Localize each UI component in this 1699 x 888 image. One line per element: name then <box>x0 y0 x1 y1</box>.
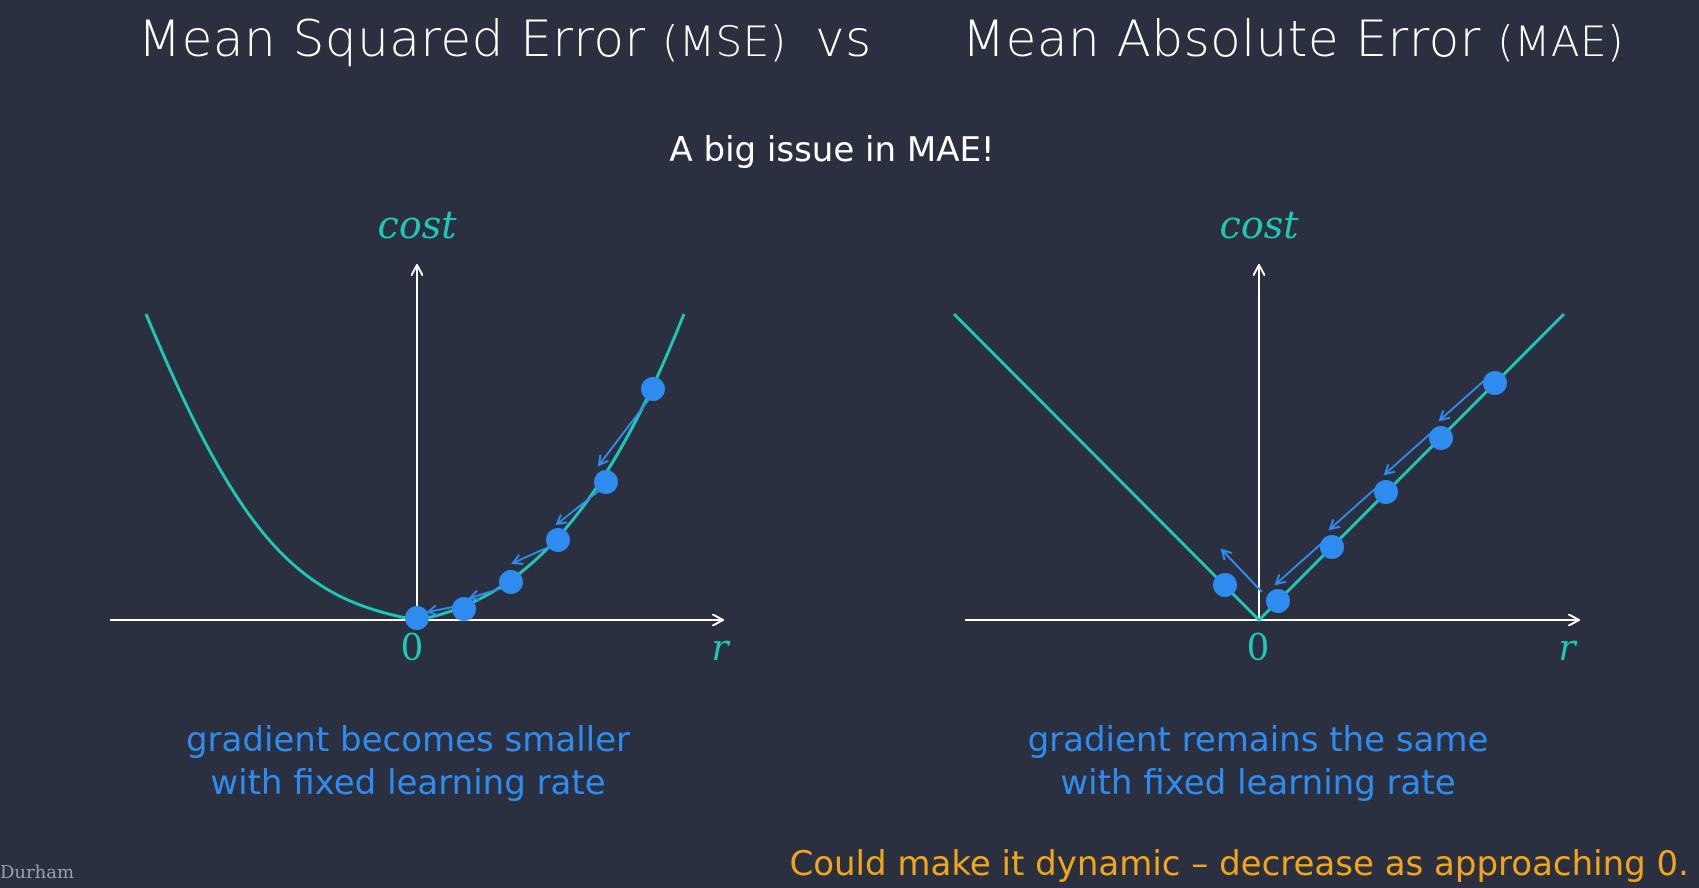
mse-step-arrows <box>428 397 651 612</box>
mae-points <box>1213 371 1507 613</box>
title-mse: Mean Squared Error (MSE) <box>138 10 787 68</box>
mae-x-label: r <box>1558 628 1577 669</box>
mae-point <box>1213 573 1237 597</box>
mae-caption: gradient remains the same with fixed lea… <box>978 719 1538 805</box>
mae-point <box>1429 426 1453 450</box>
footnote: Could make it dynamic – decrease as appr… <box>789 844 1689 884</box>
title-mae: Mean Absolute Error (MAE) <box>962 10 1624 68</box>
mae-step-arrow <box>1330 487 1377 529</box>
mse-step-arrow <box>599 397 651 465</box>
title-mse-text: Mean Squared Error <box>138 10 662 68</box>
mse-caption-line1: gradient becomes smaller <box>185 720 631 760</box>
mae-point <box>1483 371 1507 395</box>
mae-point <box>1320 535 1344 559</box>
mse-points <box>405 377 665 630</box>
mse-point <box>546 528 570 552</box>
mse-origin-label: 0 <box>401 628 424 669</box>
mae-origin-label: 0 <box>1247 628 1270 669</box>
mse-point <box>405 606 429 630</box>
mae-y-label: cost <box>1220 203 1300 247</box>
mae-step-arrow <box>1276 542 1323 584</box>
mse-point <box>594 470 618 494</box>
mse-caption: gradient becomes smaller with fixed lear… <box>128 719 688 805</box>
mse-point <box>641 377 665 401</box>
mae-step-arrow <box>1385 432 1432 474</box>
durham-logo: Durham <box>0 862 74 883</box>
mse-point <box>499 570 523 594</box>
mse-curve <box>144 313 686 622</box>
durham-logo-text: Durham <box>0 862 75 883</box>
title-mae-text: Mean Absolute Error <box>962 10 1498 68</box>
subtitle: A big issue in MAE! <box>669 130 995 170</box>
mae-step-arrow <box>1222 550 1263 593</box>
title-vs: vs <box>815 10 872 68</box>
mse-step-arrow <box>557 489 601 524</box>
mae-step-arrow <box>1440 378 1487 420</box>
title-mse-abbr: (MSE) <box>661 17 787 66</box>
mae-point <box>1374 480 1398 504</box>
mse-caption-line2: with fixed learning rate <box>210 763 606 803</box>
mae-point <box>1266 589 1290 613</box>
mse-step-arrow <box>513 544 554 563</box>
mae-plot: cost 0 r <box>952 203 1578 669</box>
mae-step-arrows <box>1222 378 1487 593</box>
mse-step-arrow <box>470 586 507 598</box>
mse-x-label: r <box>711 628 730 669</box>
title-mae-abbr: (MAE) <box>1497 17 1624 66</box>
mae-curve <box>952 312 1566 623</box>
mse-point <box>452 597 476 621</box>
mse-y-label: cost <box>378 203 458 247</box>
mse-plot: cost 0 r <box>110 203 730 669</box>
mae-caption-line2: with fixed learning rate <box>1060 763 1456 803</box>
mae-caption-line1: gradient remains the same <box>1027 720 1489 760</box>
